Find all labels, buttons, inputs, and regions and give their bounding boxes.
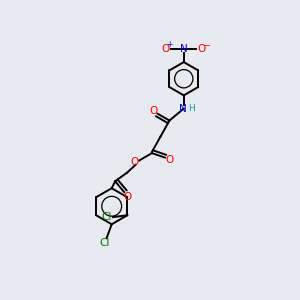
Text: Cl: Cl xyxy=(101,212,112,222)
Text: −: − xyxy=(202,40,210,49)
Text: O: O xyxy=(197,44,206,54)
Text: O: O xyxy=(149,106,158,116)
Text: +: + xyxy=(166,40,172,49)
Text: Cl: Cl xyxy=(99,238,110,248)
Text: O: O xyxy=(162,44,170,54)
Text: N: N xyxy=(179,103,187,113)
Text: N: N xyxy=(180,44,188,54)
Text: O: O xyxy=(130,157,139,167)
Text: H: H xyxy=(188,104,194,113)
Text: O: O xyxy=(124,191,132,202)
Text: O: O xyxy=(166,155,174,165)
